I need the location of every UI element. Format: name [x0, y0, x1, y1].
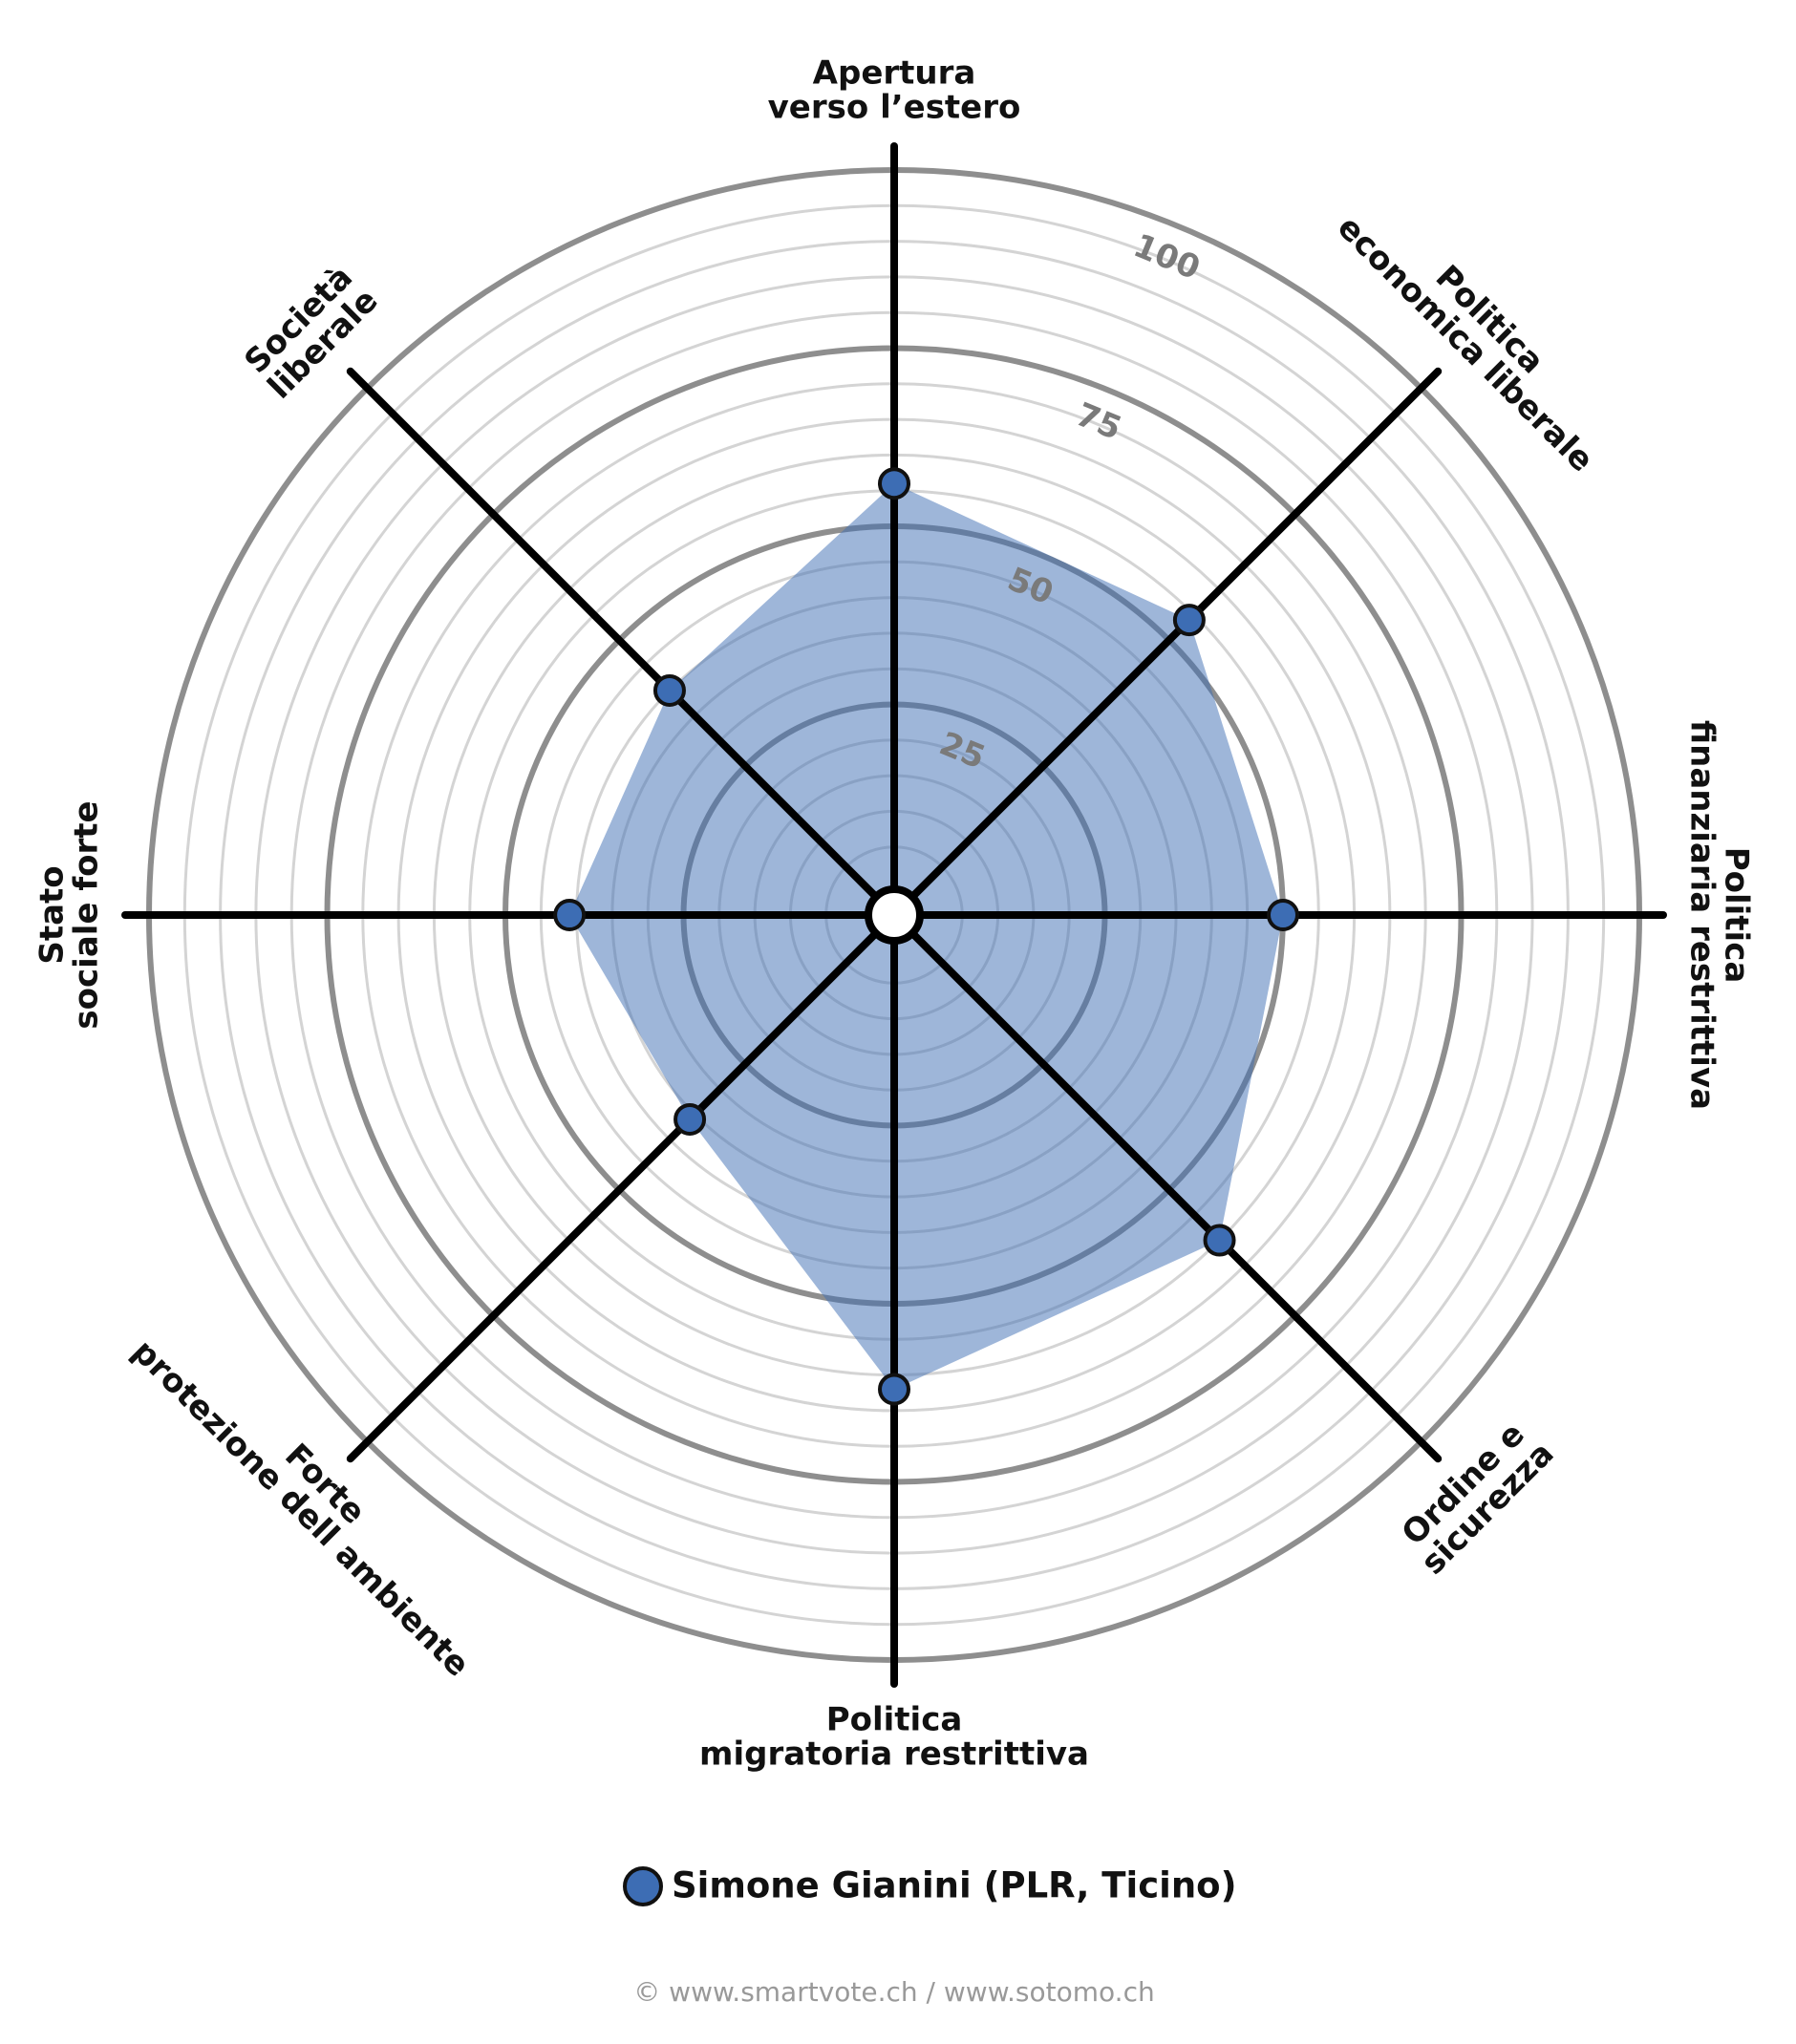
point — [652, 673, 686, 707]
point — [1203, 1224, 1236, 1257]
point — [878, 467, 910, 500]
axis-label-line: Politica — [1718, 847, 1756, 984]
axis-line — [346, 367, 898, 919]
center — [865, 885, 924, 945]
point — [1172, 604, 1206, 637]
point — [674, 1102, 707, 1136]
tick-label: 75 — [1070, 395, 1126, 448]
axis-line — [890, 367, 1443, 919]
axis-label-line: Apertura — [813, 54, 976, 93]
axis-label-line: Stato — [33, 865, 72, 964]
axis-label-line: verso l’estero — [768, 89, 1021, 127]
point — [1267, 899, 1299, 931]
footer: © www.smartvote.ch / www.sotomo.ch — [633, 1976, 1154, 2008]
legend-label: Simone Gianini (PLR, Ticino) — [672, 1865, 1237, 1906]
axis-line — [346, 911, 898, 1463]
axis-label-line: sociale forte — [68, 800, 106, 1029]
axis-line — [890, 911, 1443, 1463]
axis-label-line: migratoria restrittiva — [699, 1735, 1089, 1774]
point — [878, 1373, 910, 1406]
axis-label-line: Politica — [826, 1701, 963, 1739]
legend-marker — [623, 1866, 663, 1906]
point — [553, 899, 587, 931]
axis-label-line: finanziaria restrittiva — [1683, 720, 1721, 1110]
